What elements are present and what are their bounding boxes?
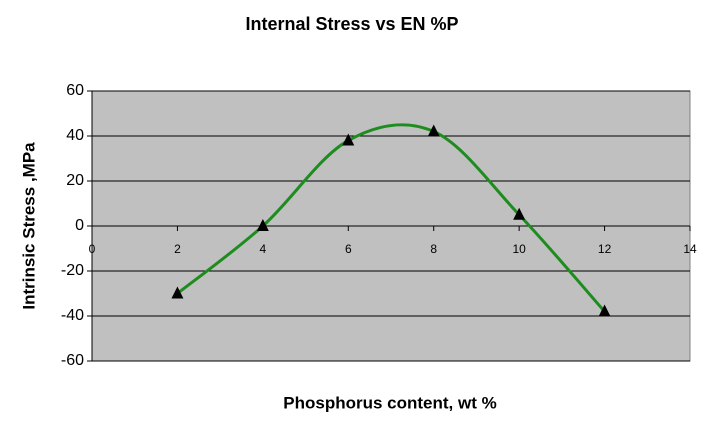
y-tick-label: -20 — [61, 262, 84, 279]
y-tick-label: 0 — [75, 217, 84, 234]
marker — [598, 304, 611, 317]
x-tick-label: 2 — [174, 242, 181, 256]
x-tick-label: 0 — [89, 242, 96, 256]
marker — [342, 133, 355, 146]
marker — [513, 207, 526, 220]
x-tick-label: 10 — [512, 242, 526, 256]
x-tick-label: 8 — [430, 242, 437, 256]
y-tick-label: 60 — [66, 82, 84, 99]
y-axis-label: Intrinsic Stress ,MPa — [19, 142, 38, 310]
x-tick-label: 12 — [598, 242, 612, 256]
marker — [171, 286, 184, 299]
y-tick-label: 40 — [66, 127, 84, 144]
y-tick-label: -60 — [61, 352, 84, 369]
x-axis-label: Phosphorus content, wt % — [283, 393, 496, 412]
line — [176, 123, 606, 313]
x-tick-label: 14 — [683, 242, 697, 256]
marker — [427, 124, 440, 137]
y-tick-label: -40 — [61, 307, 84, 324]
x-tick-label: 4 — [260, 242, 267, 256]
x-tick-label: 6 — [345, 242, 352, 256]
chart-title: Internal Stress vs EN %P — [245, 14, 458, 34]
y-tick-label: 20 — [66, 172, 84, 189]
marker — [256, 219, 269, 231]
